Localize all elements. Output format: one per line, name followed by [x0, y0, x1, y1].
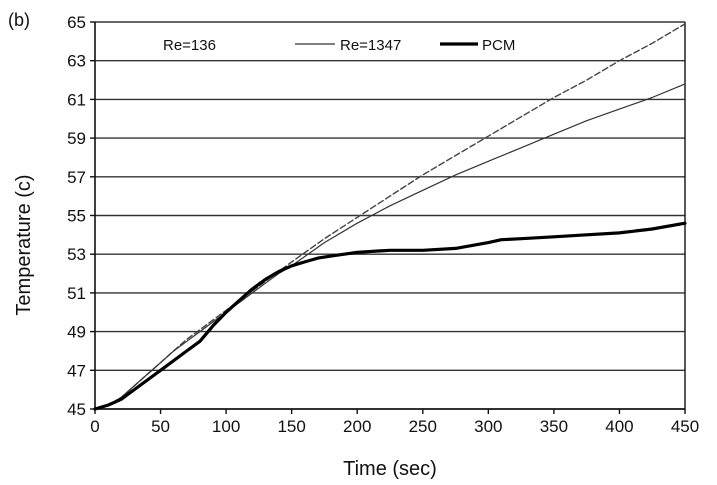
x-tick-label-50: 50 — [151, 417, 170, 436]
x-tick-label-250: 250 — [409, 417, 437, 436]
tick-labels: 0 50 100 150 200 250 300 350 400 450 45 47 49 51 53 55 5… — [67, 13, 699, 436]
x-tick-label-450: 450 — [671, 417, 699, 436]
series-line-re-1347 — [94, 83, 686, 410]
y-tick-label-53: 53 — [67, 245, 86, 264]
x-tick-label-200: 200 — [343, 417, 371, 436]
y-tick-label-51: 51 — [67, 284, 86, 303]
panel-label: (b) — [8, 10, 30, 30]
series-line-pcm — [93, 221, 687, 411]
y-tick-label-49: 49 — [67, 323, 86, 342]
axes — [90, 21, 686, 414]
y-tick-label-45: 45 — [67, 400, 86, 419]
x-tick-label-100: 100 — [212, 417, 240, 436]
y-tick-label-57: 57 — [67, 168, 86, 187]
plot-series — [93, 23, 687, 411]
x-tick-label-350: 350 — [540, 417, 568, 436]
y-axis-title: Temperature (c) — [13, 174, 35, 315]
legend-label-re-1347: Re=1347 — [340, 37, 401, 54]
y-tick-label-55: 55 — [67, 207, 86, 226]
x-axis-title: Time (sec) — [343, 458, 437, 480]
legend: Re=136 Re=1347 PCM — [163, 37, 515, 54]
y-tick-label-65: 65 — [67, 13, 86, 32]
grid-lines — [95, 21, 685, 410]
series-line-re-136 — [94, 23, 686, 410]
legend-label-pcm: PCM — [482, 37, 515, 54]
x-tick-label-0: 0 — [90, 417, 99, 436]
y-tick-label-47: 47 — [67, 361, 86, 380]
legend-label-re-136: Re=136 — [163, 37, 216, 54]
y-tick-label-59: 59 — [67, 129, 86, 148]
x-tick-label-300: 300 — [474, 417, 502, 436]
y-tick-label-61: 61 — [67, 90, 86, 109]
x-tick-label-400: 400 — [605, 417, 633, 436]
x-tick-label-150: 150 — [277, 417, 305, 436]
y-tick-label-63: 63 — [67, 52, 86, 71]
